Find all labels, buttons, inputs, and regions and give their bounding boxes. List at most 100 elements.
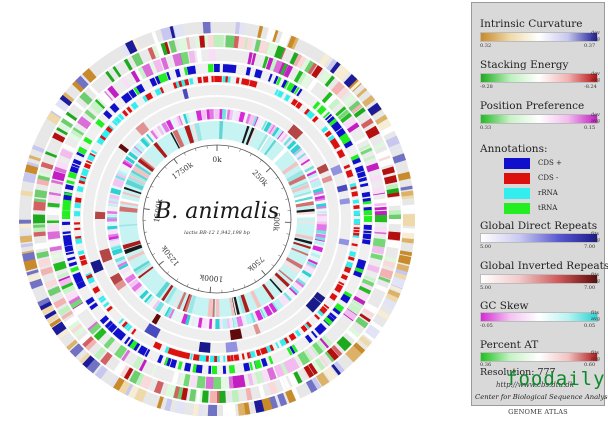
cbs-org-name: Center for Biological Sequence Analysis bbox=[475, 393, 608, 401]
legend-percent-at-min: 0.36 bbox=[480, 362, 492, 368]
atlas-subtitle: lactis BB-12 1,942,198 bp bbox=[184, 230, 250, 236]
scale-label-1500k: 1500k bbox=[152, 198, 164, 223]
legend-gc-skew-max: 0.05 bbox=[584, 323, 596, 329]
scale-label-1000k: 1000k bbox=[199, 273, 224, 284]
legend-percent-at-title: Percent AT bbox=[480, 339, 539, 351]
scale-tick bbox=[249, 153, 252, 157]
cbs-url: http://www.cbs.dtu.dk bbox=[496, 381, 575, 389]
scale-tick bbox=[150, 185, 154, 188]
label-trna: tRNA bbox=[538, 204, 558, 212]
legend-position-avg: avg bbox=[591, 118, 601, 124]
legend-gc-skew-gradient bbox=[480, 312, 598, 322]
legend-position-max: 0.15 bbox=[584, 125, 596, 131]
legend-percent-at-fits: fits bbox=[591, 350, 599, 356]
legend-curvature-avg: avg bbox=[591, 36, 601, 42]
legend-annotations-title: Annotations: bbox=[480, 143, 548, 155]
scale-tick bbox=[281, 187, 285, 190]
scale-tick bbox=[158, 260, 164, 266]
legend-direct-repeats-fits: fits bbox=[591, 231, 599, 237]
legend-position-dev: dev bbox=[591, 112, 600, 118]
genome-atlas-footer: GENOME ATLAS bbox=[508, 408, 568, 416]
legend-inverted-repeats-gradient bbox=[480, 274, 598, 284]
scale-tick bbox=[146, 196, 150, 199]
scale-tick bbox=[147, 242, 151, 245]
legend-direct-repeats-min: 5.00 bbox=[480, 244, 492, 250]
scale-tick bbox=[166, 271, 170, 274]
legend-percent-at-max: 0.60 bbox=[584, 362, 596, 368]
swatch-cds-plus bbox=[504, 158, 530, 169]
legend-curvature-dev: dev bbox=[591, 30, 600, 36]
scale-label-1250k: 1250k bbox=[159, 243, 181, 267]
legend-stacking-title: Stacking Energy bbox=[480, 59, 569, 71]
legend-stacking-gradient bbox=[480, 73, 598, 83]
legend-position-gradient bbox=[480, 114, 598, 124]
scale-tick bbox=[259, 159, 262, 163]
scale-tick bbox=[156, 175, 160, 178]
scale-tick bbox=[152, 253, 156, 256]
legend-inverted-repeats-max: 7.00 bbox=[584, 285, 596, 291]
legend-gc-skew-min: -0.05 bbox=[480, 323, 493, 329]
scale-label-500k: 500k bbox=[271, 212, 281, 232]
legend-inverted-repeats-fits: fits bbox=[591, 272, 599, 278]
scale-tick bbox=[261, 270, 266, 276]
label-cds-plus: CDS + bbox=[538, 159, 562, 167]
legend-gc-skew-title: GC Skew bbox=[480, 300, 529, 312]
scale-label-1750k: 1750k bbox=[170, 160, 195, 181]
atlas-title: B. animalis bbox=[154, 199, 279, 224]
scale-tick bbox=[275, 176, 279, 180]
legend-position-min: 0.33 bbox=[480, 125, 492, 131]
scale-tick bbox=[254, 279, 257, 283]
ring-direct-repeats-bg bbox=[83, 85, 351, 353]
legend-inverted-repeats-min: 5.00 bbox=[480, 285, 492, 291]
legend-stacking-dev: dev bbox=[591, 71, 600, 77]
scale-tick bbox=[144, 231, 148, 233]
scale-tick bbox=[283, 244, 287, 247]
legend-gc-skew-avg: avg bbox=[591, 316, 601, 322]
scale-tick bbox=[265, 167, 271, 173]
scale-tick bbox=[183, 152, 186, 156]
legend-curvature-title: Intrinsic Curvature bbox=[480, 18, 583, 30]
scale-tick bbox=[164, 166, 168, 169]
legend-inverted-repeats-title: Global Inverted Repeats bbox=[480, 260, 608, 272]
legend-curvature-min: 0.32 bbox=[480, 43, 492, 49]
scale-tick bbox=[198, 287, 200, 291]
scale-tick bbox=[271, 264, 275, 267]
legend-position-title: Position Preference bbox=[480, 100, 585, 112]
scale-tick bbox=[243, 284, 246, 288]
scale-tick bbox=[173, 158, 178, 164]
label-rrna: rRNA bbox=[538, 189, 558, 197]
legend-curvature-gradient bbox=[480, 32, 598, 42]
legend-stacking-max: -8.24 bbox=[584, 84, 597, 90]
legend-inverted-repeats-avg: avg bbox=[591, 278, 601, 284]
scale-tick bbox=[143, 208, 150, 210]
swatch-rrna bbox=[504, 188, 530, 199]
scale-tick bbox=[195, 148, 197, 152]
legend-gc-skew-fits: fits bbox=[591, 310, 599, 316]
resolution-label: Resolution: 777 bbox=[480, 367, 556, 378]
swatch-cds-minus bbox=[504, 173, 530, 184]
legend-stacking-avg: avg bbox=[591, 77, 601, 83]
legend-direct-repeats-title: Global Direct Repeats bbox=[480, 220, 598, 232]
scale-tick bbox=[285, 198, 289, 200]
scale-label-750k: 750k bbox=[246, 254, 266, 273]
swatch-trna bbox=[504, 203, 530, 214]
scale-tick bbox=[176, 278, 179, 282]
scale-label-0k: 0k bbox=[212, 155, 222, 164]
legend-percent-at-gradient bbox=[480, 352, 598, 362]
legend-direct-repeats-gradient bbox=[480, 233, 598, 243]
scale-tick bbox=[278, 254, 281, 257]
legend-direct-repeats-max: 7.00 bbox=[584, 244, 596, 250]
legend-percent-at-avg: avg bbox=[591, 356, 601, 362]
label-cds-minus: CDS - bbox=[538, 174, 559, 182]
legend-panel: Intrinsic Curvature 0.32 0.37 dev avg St… bbox=[471, 2, 608, 406]
scale-tick bbox=[232, 288, 235, 292]
scale-tick bbox=[239, 148, 241, 152]
scale-tick bbox=[209, 286, 212, 293]
scale-tick bbox=[186, 283, 189, 287]
legend-curvature-max: 0.37 bbox=[584, 43, 596, 49]
watermark-text: foodaily bbox=[506, 368, 606, 390]
scale-tick bbox=[286, 233, 290, 235]
legend-direct-repeats-avg: avg bbox=[591, 237, 601, 243]
legend-stacking-min: -9.28 bbox=[480, 84, 493, 90]
